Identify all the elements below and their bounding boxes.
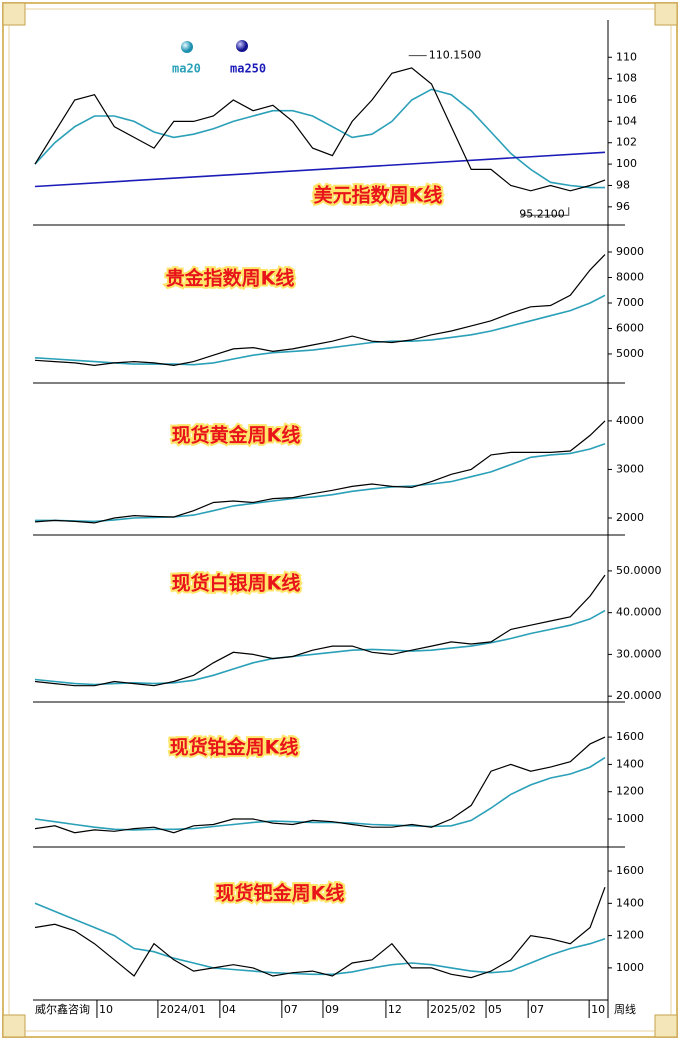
ma-line bbox=[34, 88, 605, 189]
ma-line bbox=[35, 442, 606, 523]
legend-label: ma250 bbox=[230, 62, 266, 76]
price-line bbox=[34, 736, 606, 834]
frame-inner bbox=[8, 8, 672, 1032]
y-tick-label: 1600 bbox=[616, 864, 644, 877]
y-tick-label: 104 bbox=[616, 114, 637, 127]
corner bbox=[654, 2, 678, 26]
y-tick-label: 108 bbox=[616, 72, 637, 85]
source: 威尔鑫咨询 bbox=[35, 1002, 90, 1016]
corner bbox=[654, 1014, 678, 1038]
panel-title: 现货白银周K线 bbox=[172, 572, 301, 595]
y-tick-label: 50.0000 bbox=[616, 564, 662, 577]
ma-line bbox=[34, 609, 606, 686]
y-tick-label: 98 bbox=[616, 178, 630, 191]
y-tick-label: 102 bbox=[616, 136, 637, 149]
y-tick-label: 9000 bbox=[616, 245, 644, 258]
price-line bbox=[34, 420, 606, 524]
ma-line bbox=[34, 756, 606, 831]
price-line bbox=[34, 574, 606, 687]
x-tick-label: 04 bbox=[222, 1003, 236, 1016]
y-tick-label: 20.0000 bbox=[616, 689, 662, 702]
x-tick-label: 12 bbox=[388, 1003, 402, 1016]
y-tick-label: 1600 bbox=[616, 730, 644, 743]
annotation-leader bbox=[520, 207, 570, 216]
price-line bbox=[34, 67, 606, 192]
x-axis-label: 周线 bbox=[614, 1002, 636, 1016]
x-tick-label: 07 bbox=[284, 1003, 298, 1016]
y-tick-label: 100 bbox=[616, 157, 637, 170]
ma-line bbox=[34, 151, 606, 188]
ma-line bbox=[34, 902, 606, 976]
legend-label: ma20 bbox=[172, 62, 201, 76]
x-tick-label: 10 bbox=[99, 1003, 113, 1016]
y-tick-label: 1200 bbox=[616, 785, 644, 798]
x-tick-label: 10 bbox=[591, 1003, 605, 1016]
panel-title: 贵金指数周K线 bbox=[166, 267, 295, 290]
x-tick-label: 07 bbox=[530, 1003, 544, 1016]
legend-ball bbox=[236, 40, 248, 52]
y-tick-label: 1000 bbox=[616, 961, 644, 974]
y-tick-label: 2000 bbox=[616, 511, 644, 524]
legend-ball bbox=[181, 41, 193, 53]
annotation: 110.1500 bbox=[429, 49, 482, 62]
y-tick-label: 6000 bbox=[616, 321, 644, 334]
y-tick-label: 3000 bbox=[616, 462, 644, 475]
panel-title: 美元指数周K线 bbox=[314, 184, 443, 207]
y-tick-label: 40.0000 bbox=[616, 606, 662, 619]
y-tick-label: 1200 bbox=[616, 929, 644, 942]
corner bbox=[2, 1014, 26, 1038]
panel-title: 现货铂金周K线 bbox=[170, 736, 299, 759]
ma-line bbox=[34, 294, 606, 366]
panel-title: 现货钯金周K线 bbox=[216, 882, 345, 905]
y-tick-label: 1400 bbox=[616, 896, 644, 909]
corner bbox=[2, 2, 26, 26]
y-tick-label: 8000 bbox=[616, 270, 644, 283]
x-tick-label: 2024/01 bbox=[160, 1003, 206, 1016]
annotation: 95.2100 bbox=[519, 207, 565, 220]
y-tick-label: 4000 bbox=[616, 414, 644, 427]
x-tick-label: 05 bbox=[488, 1003, 502, 1016]
y-tick-label: 7000 bbox=[616, 296, 644, 309]
panel-title: 现货黄金周K线 bbox=[172, 424, 301, 447]
x-tick-label: 09 bbox=[325, 1003, 339, 1016]
y-tick-label: 110 bbox=[616, 50, 637, 63]
x-tick-label: 2025/02 bbox=[430, 1003, 476, 1016]
y-tick-label: 5000 bbox=[616, 347, 644, 360]
price-line bbox=[34, 254, 606, 367]
y-tick-label: 96 bbox=[616, 200, 630, 213]
y-tick-label: 1400 bbox=[616, 757, 644, 770]
price-line bbox=[34, 886, 606, 979]
y-tick-label: 30.0000 bbox=[616, 647, 662, 660]
y-tick-label: 1000 bbox=[616, 812, 644, 825]
y-tick-label: 106 bbox=[616, 93, 637, 106]
